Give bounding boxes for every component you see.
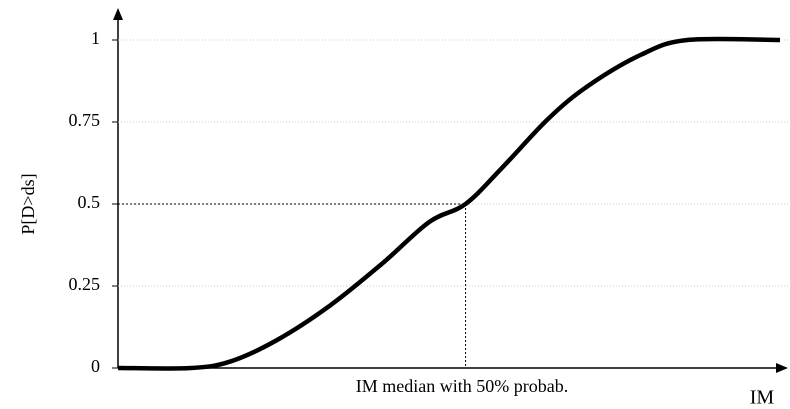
fragility-curve	[117, 36, 781, 371]
x-axis-label: IM	[750, 387, 775, 409]
x-axis-arrow	[776, 363, 788, 373]
y-tick-label: 1	[91, 28, 100, 48]
y-axis-arrow	[113, 8, 123, 20]
y-tick-label: 0.75	[69, 110, 101, 130]
axes	[113, 8, 788, 373]
y-tick-label: 0.5	[78, 192, 101, 212]
annotation: IM median with 50% probab.	[356, 376, 568, 396]
y-tick-label: 0	[91, 356, 100, 376]
y-axis-label: P[D>ds]	[18, 173, 38, 234]
y-tick-label: 0.25	[69, 274, 101, 294]
